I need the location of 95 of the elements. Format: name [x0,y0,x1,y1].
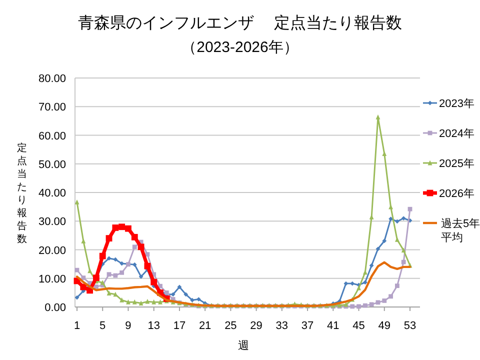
x-tick-label: 17 [173,320,186,332]
point [120,297,124,302]
point [120,270,124,275]
x-tick-label: 9 [125,320,132,332]
point [350,304,355,309]
point [158,299,162,304]
chart-title: 青森県のインフルエンザ 定点当たり報告数 [78,14,402,32]
x-tick-label: 41 [327,320,340,332]
point [106,256,112,261]
point [113,257,118,262]
x-tick-label: 49 [378,320,391,332]
point [138,274,144,279]
y-tick-label: 80.00 [38,73,66,85]
point [126,299,130,304]
point [369,263,374,268]
point [88,268,92,274]
legend-label: 2023年 [439,98,474,110]
legend-label: 2026年 [439,188,474,200]
legend-label: 2024年 [439,128,474,140]
point [196,297,201,302]
point [132,299,137,304]
point [138,300,144,306]
y-tick-label: 0.00 [44,302,66,314]
point [112,224,119,231]
point [118,224,126,230]
point [394,284,400,288]
x-tick-label: 33 [276,320,288,332]
point [144,262,151,270]
point [382,298,387,303]
point [113,273,118,278]
point [132,244,137,250]
point [74,295,80,300]
point [369,302,374,307]
point [132,262,137,267]
x-tick-label: 13 [148,320,160,332]
point [401,248,406,253]
y-tick-label: 10.00 [38,273,66,286]
point [356,304,361,309]
point [388,294,393,299]
point [106,235,112,242]
point [190,298,194,302]
x-tick-label: 37 [301,320,314,332]
x-tick-label: 29 [250,320,262,332]
point [401,216,406,220]
point [376,300,380,305]
legend-label: 過去5年平均 [441,217,480,244]
chart-subtitle: （2023-2026年） [182,39,298,56]
point [184,292,188,297]
point [81,238,86,244]
point [382,238,387,244]
point [99,252,106,260]
y-tick-label: 60.00 [38,130,66,142]
y-tick-label: 70.00 [38,102,66,114]
point [152,299,156,304]
point [388,216,393,222]
point [177,284,182,290]
point [106,290,112,296]
point [138,244,144,250]
x-tick-label: 5 [100,320,106,332]
point [362,303,368,308]
y-tick-label: 30.00 [38,216,66,228]
y-axis-title: 定点当たり報告数 [17,142,27,245]
x-tick-label: 21 [198,320,212,332]
x-tick-label: 45 [352,320,365,332]
x-tick-label: 53 [404,320,416,332]
point [362,270,368,275]
point [150,278,158,286]
point [145,252,150,257]
point [394,219,400,224]
y-tick-label: 40.00 [38,188,66,200]
y-tick-label: 20.00 [38,244,66,257]
point [125,225,132,232]
y-tick-label: 50.00 [38,158,66,171]
legend-label: 2025年 [439,158,474,170]
x-tick-label: 25 [224,320,237,332]
point [74,200,80,204]
x-tick-label: 1 [74,320,80,332]
point [81,276,86,280]
point [106,272,112,277]
point [170,292,176,297]
point [376,246,380,252]
point [382,151,387,156]
x-axis-title: 週 [238,340,249,352]
point [145,298,150,304]
point [80,284,87,290]
point [356,285,361,290]
point [408,206,412,212]
point [131,234,138,240]
point [74,268,80,272]
point [362,280,368,285]
point [401,260,406,264]
point [394,237,400,242]
point [100,280,105,285]
point [376,114,380,120]
point [350,281,355,286]
